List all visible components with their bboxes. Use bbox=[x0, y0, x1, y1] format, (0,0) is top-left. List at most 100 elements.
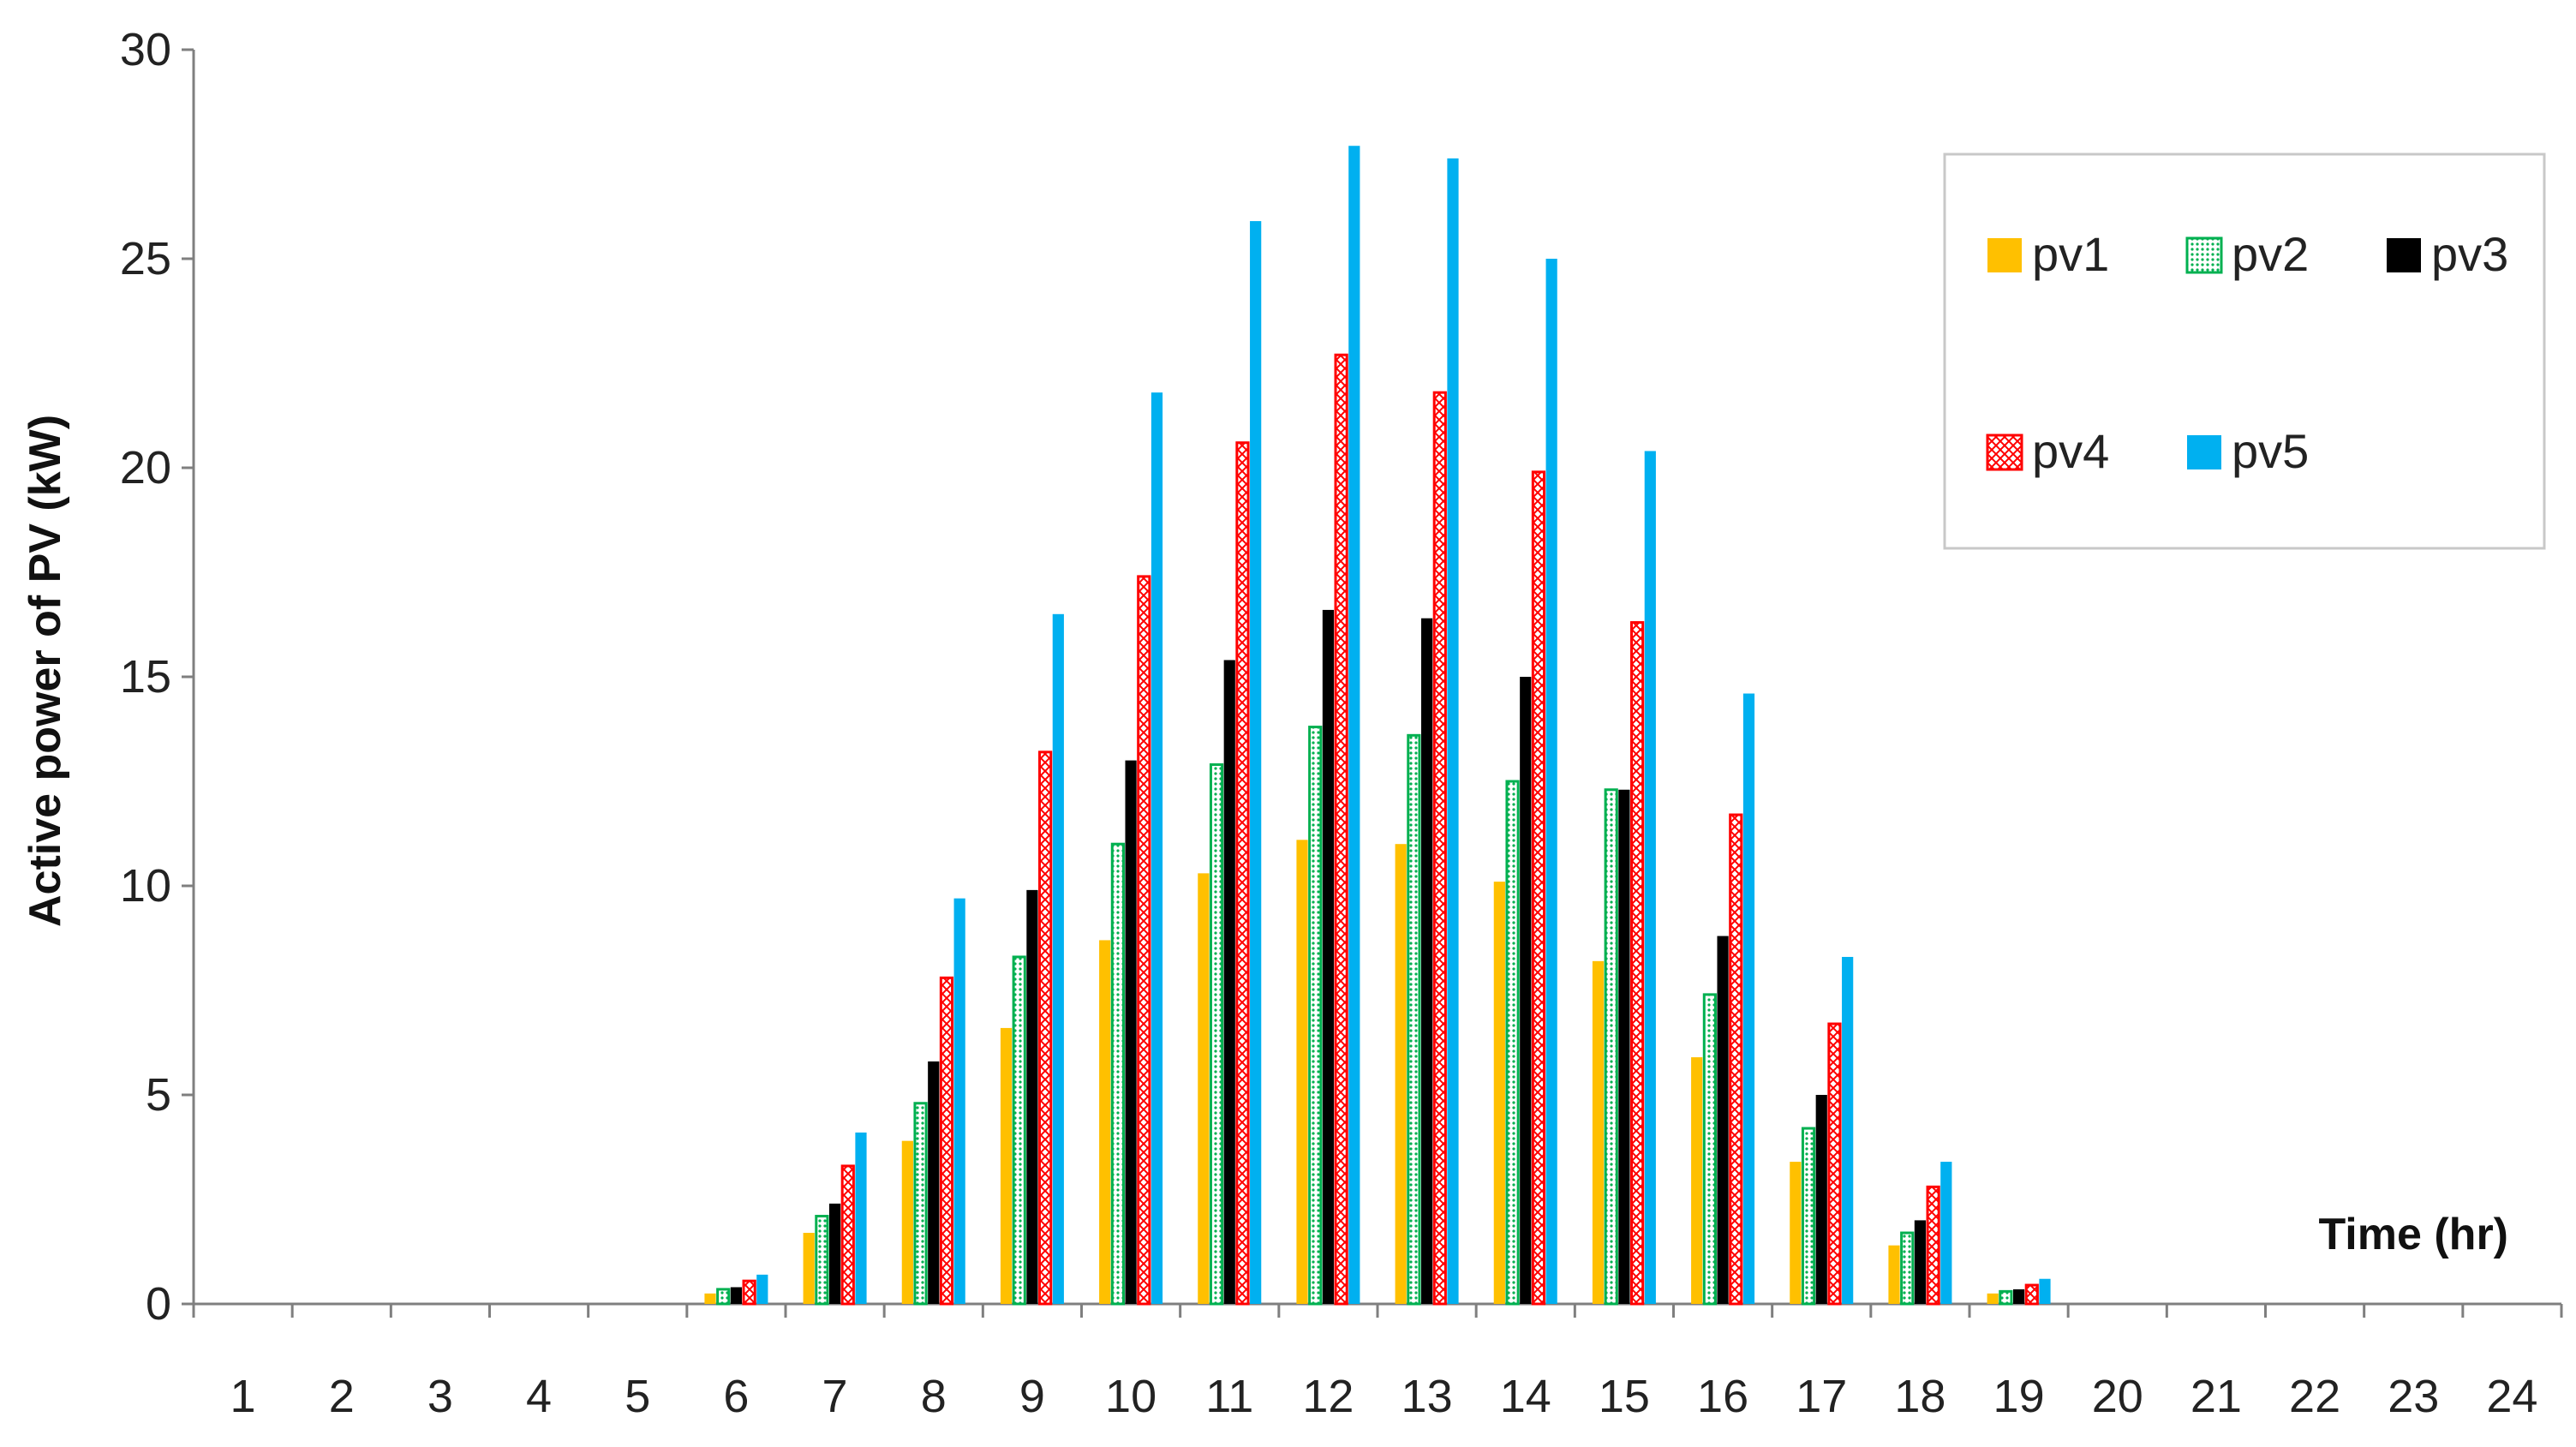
bar-pv3 bbox=[1717, 936, 1729, 1304]
bar-pv2 bbox=[1505, 780, 1520, 1306]
x-tick-label: 21 bbox=[2190, 1371, 2242, 1422]
legend-swatch-pv4 bbox=[1986, 434, 2023, 471]
x-tick-label: 17 bbox=[1796, 1371, 1847, 1422]
bar-pv2 bbox=[716, 1288, 731, 1306]
bar-pv1 bbox=[1790, 1162, 1802, 1304]
x-tick-label: 3 bbox=[427, 1371, 453, 1422]
bar-pv2 bbox=[1110, 842, 1125, 1306]
x-axis-title: Time (hr) bbox=[2318, 1210, 2508, 1259]
x-tick-label: 11 bbox=[1205, 1371, 1253, 1422]
bar-pv2 bbox=[1999, 1289, 2013, 1306]
bar-pv5 bbox=[1940, 1162, 1952, 1304]
legend-label-pv5: pv5 bbox=[2232, 424, 2309, 478]
bar-pv1 bbox=[704, 1293, 716, 1304]
bar-pv5 bbox=[1348, 146, 1360, 1305]
y-tick-label: 20 bbox=[120, 442, 171, 493]
bar-pv1 bbox=[1000, 1027, 1013, 1304]
x-tick-label: 18 bbox=[1894, 1371, 1945, 1422]
legend-label-pv1: pv1 bbox=[2032, 227, 2109, 281]
legend-swatch-pv1 bbox=[1987, 238, 2022, 272]
bar-pv2 bbox=[1900, 1231, 1915, 1306]
x-tick-label: 13 bbox=[1402, 1371, 1453, 1422]
bar-pv3 bbox=[1420, 618, 1433, 1304]
legend-box bbox=[1943, 152, 2546, 550]
x-tick-label: 5 bbox=[625, 1371, 650, 1422]
bar-pv3 bbox=[1815, 1095, 1827, 1304]
bar-pv3 bbox=[1520, 677, 1532, 1304]
bar-pv4 bbox=[1926, 1185, 1940, 1306]
bar-pv4 bbox=[1432, 391, 1447, 1306]
legend-label-pv4: pv4 bbox=[2032, 424, 2109, 478]
legend-swatch-pv5 bbox=[2187, 435, 2221, 469]
bar-pv2 bbox=[1702, 993, 1717, 1306]
y-tick-label: 30 bbox=[120, 24, 171, 75]
x-tick-label: 8 bbox=[921, 1371, 947, 1422]
bar-pv3 bbox=[2012, 1289, 2025, 1304]
bar-pv4 bbox=[1334, 353, 1348, 1306]
bar-pv1 bbox=[1198, 873, 1210, 1304]
bar-pv2 bbox=[1209, 762, 1224, 1306]
bar-pv1 bbox=[1296, 840, 1308, 1304]
bar-pv1 bbox=[1592, 960, 1605, 1304]
bar-pv2 bbox=[1308, 726, 1323, 1306]
bar-pv4 bbox=[840, 1164, 855, 1306]
bar-pv4 bbox=[2024, 1283, 2039, 1306]
x-tick-label: 1 bbox=[230, 1371, 256, 1422]
x-tick-label: 4 bbox=[526, 1371, 552, 1422]
x-tick-label: 2 bbox=[329, 1371, 355, 1422]
bar-pv5 bbox=[756, 1274, 768, 1304]
x-tick-label: 9 bbox=[1019, 1371, 1045, 1422]
bar-pv1 bbox=[1888, 1245, 1900, 1304]
bar-pv4 bbox=[939, 976, 954, 1306]
x-tick-label: 23 bbox=[2388, 1371, 2439, 1422]
bar-pv5 bbox=[1742, 693, 1755, 1304]
legend: pv1 pv2 pv3 pv4 pv5 bbox=[1943, 152, 2546, 550]
bar-pv1 bbox=[1987, 1293, 1999, 1304]
bar-pv4 bbox=[1235, 441, 1250, 1306]
bar-pv3 bbox=[828, 1203, 841, 1304]
bar-pv5 bbox=[855, 1132, 867, 1304]
bar-pv2 bbox=[1012, 955, 1026, 1306]
bar-pv3 bbox=[1125, 760, 1137, 1304]
bar-pv1 bbox=[1099, 940, 1111, 1304]
x-tick-label: 15 bbox=[1599, 1371, 1650, 1422]
x-tick-label: 10 bbox=[1105, 1371, 1157, 1422]
y-tick-label: 15 bbox=[120, 651, 171, 703]
bar-pv5 bbox=[1151, 392, 1163, 1304]
bar-pv2 bbox=[913, 1102, 928, 1306]
bar-pv5 bbox=[1644, 451, 1656, 1304]
bar-pv2 bbox=[1604, 788, 1618, 1306]
bar-pv4 bbox=[1630, 621, 1645, 1306]
x-tick-label: 24 bbox=[2486, 1371, 2537, 1422]
legend-label-pv3: pv3 bbox=[2431, 227, 2508, 281]
bar-pv1 bbox=[901, 1140, 913, 1304]
bar-pv3 bbox=[1914, 1220, 1927, 1304]
bar-pv3 bbox=[1026, 889, 1038, 1304]
x-tick-label: 19 bbox=[1993, 1371, 2045, 1422]
bar-pv4 bbox=[1827, 1022, 1842, 1306]
x-tick-label: 20 bbox=[2092, 1371, 2143, 1422]
y-axis-title: Active power of PV (kW) bbox=[21, 415, 70, 927]
bar-pv4 bbox=[1729, 813, 1743, 1306]
bar-pv4 bbox=[1137, 575, 1151, 1306]
bar-pv4 bbox=[742, 1279, 756, 1306]
x-tick-label: 6 bbox=[723, 1371, 749, 1422]
bar-pv5 bbox=[1250, 221, 1262, 1305]
bar-pv2 bbox=[1801, 1127, 1816, 1306]
bar-pv2 bbox=[1407, 733, 1421, 1306]
bar-pv5 bbox=[1842, 956, 1854, 1304]
bar-pv3 bbox=[730, 1287, 743, 1304]
bar-pv2 bbox=[815, 1215, 829, 1306]
bar-pv4 bbox=[1531, 470, 1546, 1306]
legend-label-pv2: pv2 bbox=[2232, 227, 2309, 281]
x-tick-label: 16 bbox=[1697, 1371, 1748, 1422]
legend-swatch-pv3 bbox=[2387, 238, 2421, 272]
bar-pv1 bbox=[1493, 882, 1505, 1304]
legend-swatch-pv2 bbox=[2185, 236, 2223, 274]
bar-pv3 bbox=[1223, 660, 1235, 1304]
x-tick-label: 12 bbox=[1302, 1371, 1354, 1422]
bars bbox=[704, 146, 2051, 1306]
y-tick-label: 10 bbox=[120, 860, 171, 912]
